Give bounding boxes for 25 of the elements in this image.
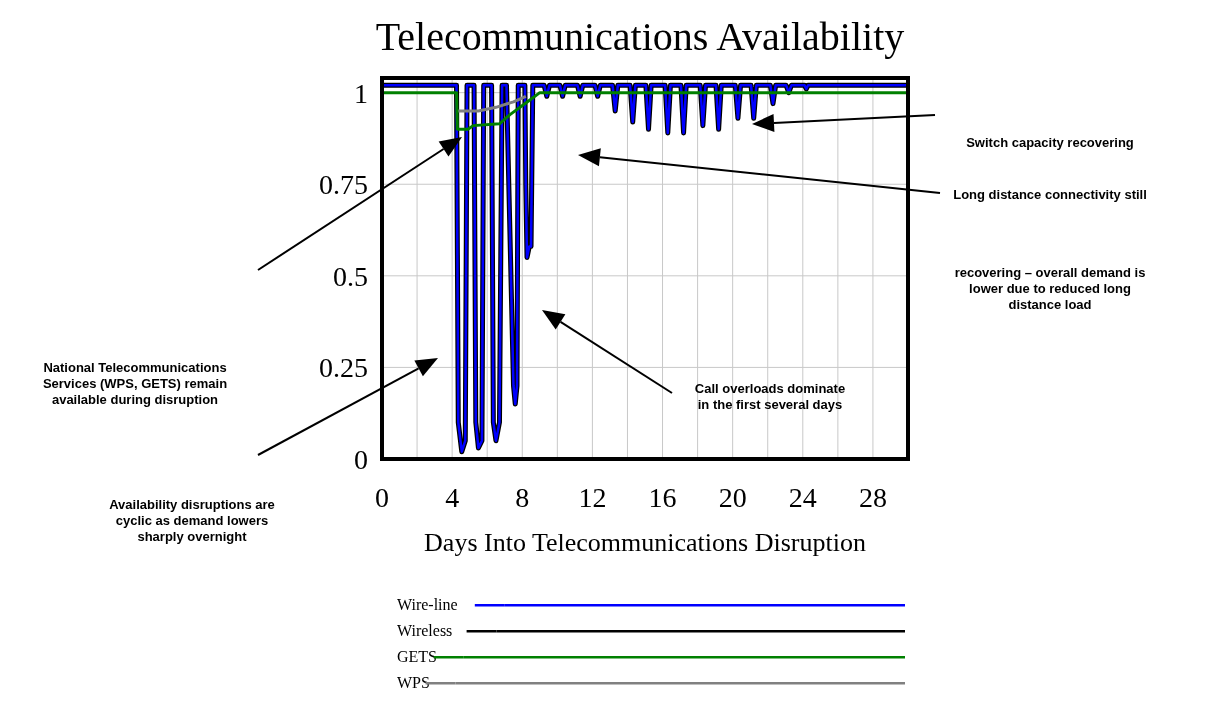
legend-label: Wire-line	[397, 596, 458, 613]
text: Long distance connectivity still recovering – overall demand is lower due to reduced long distance load	[953, 187, 1147, 312]
x-tick-label: 8	[515, 482, 530, 513]
text: Availability disruptions are cyclic as demand lowers sharply overnight	[109, 497, 275, 544]
x-tick-label: 0	[375, 482, 389, 513]
y-tick-label: 0.5	[333, 260, 368, 292]
x-tick-label: 28	[858, 482, 887, 513]
x-tick-label: 24	[788, 482, 817, 513]
legend-label: WPS	[397, 674, 430, 691]
y-tick-label: 0.75	[319, 169, 368, 201]
text: Switch capacity recovering	[966, 135, 1134, 150]
y-tick-label: 1	[354, 77, 368, 109]
text: National Telecommunications Services (WPS, GETS) remain available during disruption	[42, 360, 228, 407]
y-tick-label: 0	[354, 444, 368, 475]
annotation: Call overloads dominate in the first several days	[694, 381, 846, 412]
line-series	[455, 94, 528, 113]
x-tick-label: 16	[648, 482, 677, 513]
x-tick-label: 12	[578, 482, 607, 513]
y-tick-label: 0.25	[319, 352, 368, 384]
legend-label: GETS	[397, 648, 437, 665]
x-tick-label: 4	[445, 482, 460, 513]
chart-title: Telecommunications Availability	[375, 14, 905, 59]
x-tick-label: 20	[718, 482, 747, 513]
legend-label: Wireless	[397, 622, 453, 639]
x-axis-title: Days Into Telecommunications Disruption	[424, 528, 866, 557]
